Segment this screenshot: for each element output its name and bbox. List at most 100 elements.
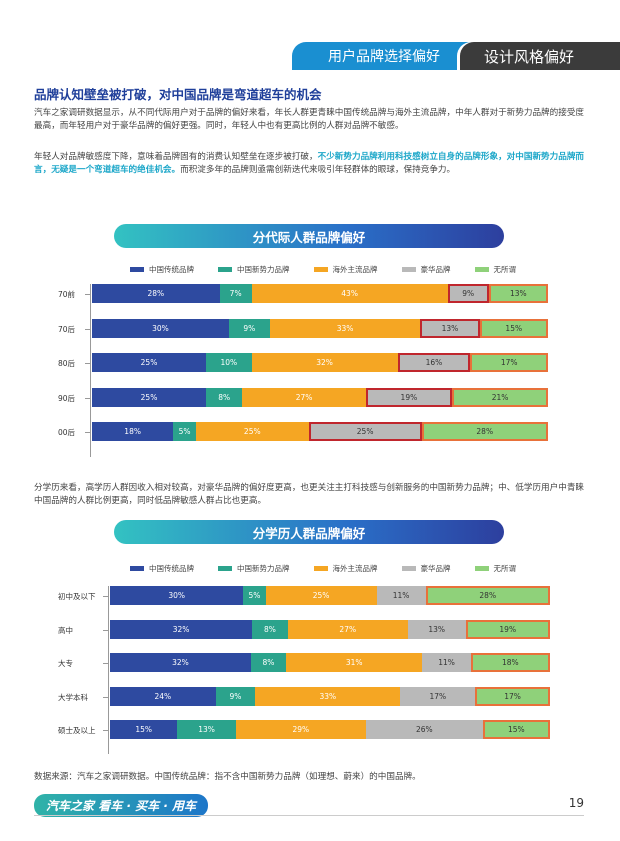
legend-label: 中国传统品牌 [149,564,194,573]
category-label: 大专 [58,659,73,668]
category-label: 90后 [58,393,76,403]
bar-segment-luxury: 11% [422,653,471,672]
axis-tick [103,663,108,664]
bar-segment-overseas: 29% [235,720,366,739]
legend-item: 中国传统品牌 [130,563,194,574]
bar-segment-none: 18% [470,653,550,672]
bar-segment-none: 17% [470,353,548,372]
footer-brand-bar: 汽车之家 看车 · 买车 · 用车 [34,794,209,817]
stacked-bar: 30% 5% 25% 11% 28% [110,586,550,605]
bar-segment-new-force: 10% [206,353,252,372]
bar-segment-luxury: 13% [407,619,466,639]
bar-segment-luxury: 9% [447,284,489,303]
stacked-bar: 28% 7% 43% 9% 13% [92,284,548,303]
axis-tick [85,363,90,364]
bar-segment-new-force: 13% [177,720,236,739]
bar-segment-new-force: 9% [228,318,270,338]
brand-name: 汽车之家 [46,799,95,813]
legend-swatch-none [474,267,489,272]
legend-swatch-new-force [218,566,232,571]
axis-tick [103,596,108,597]
tab-design-style[interactable]: 设计风格偏好 [460,42,620,70]
bar-segment-luxury: 16% [397,353,471,372]
legend-item: 豪华品牌 [401,264,451,275]
bar-segment-overseas: 25% [265,586,377,605]
paragraph-insight-highlight: 不少新势力品牌利用科技感树立自身的品牌形象，对中国新势力品牌而言，无疑是一个弯道… [34,152,585,175]
bar-segment-new-force: 9% [215,686,256,706]
legend-label: 中国新势力品牌 [237,265,290,274]
axis-tick [103,730,108,731]
chart-axis [108,586,109,754]
stacked-bar: 15% 13% 29% 26% 15% [110,720,550,739]
axis-tick [85,432,90,433]
category-label: 70前 [58,290,76,299]
bar-segment-none: 15% [479,318,548,338]
bar-segment-none: 17% [475,686,550,706]
brand-logo: 汽车之家 看车 · 买车 · 用车 [34,794,209,817]
stacked-bar: 30% 9% 33% 13% 15% [92,318,548,338]
legend-item: 中国新势力品牌 [218,563,290,574]
category-label: 初中及以下 [58,592,96,601]
axis-tick [103,629,108,631]
legend-swatch-traditional [130,267,144,272]
page-heading: 品牌认知壁垒被打破，对中国品牌是弯道超车的机会 [34,87,322,102]
chart1-title: 分代际人群品牌偏好 [114,224,504,248]
bar-segment-traditional: 25% [92,387,206,407]
bar-segment-new-force: 8% [250,653,286,672]
bar-segment-luxury: 17% [400,686,476,706]
legend-item: 海外主流品牌 [313,563,378,574]
category-label: 00后 [58,428,76,437]
bar-segment-overseas: 27% [242,387,366,407]
bar-segment-new-force: 5% [243,586,266,605]
bar-segment-new-force: 8% [252,619,288,639]
stacked-bar: 32% 8% 27% 13% 19% [110,619,550,639]
stacked-bar: 25% 8% 27% 19% 21% [92,387,548,407]
legend-label: 无所谓 [493,265,517,274]
chart-axis [90,284,91,457]
axis-tick [85,328,90,330]
bar-segment-overseas: 25% [195,422,309,441]
legend-swatch-none [474,566,489,571]
chart2-title: 分学历人群品牌偏好 [114,520,504,544]
legend-swatch-overseas [313,267,328,272]
stacked-bar: 32% 8% 31% 11% 18% [110,653,550,672]
bar-segment-overseas: 43% [251,284,448,303]
bar-segment-traditional: 32% [110,619,253,639]
bar-segment-traditional: 28% [92,284,220,303]
legend-swatch-traditional [130,566,144,571]
bar-segment-overseas: 33% [269,318,421,338]
tab-brand-preference[interactable]: 用户品牌选择偏好 [292,42,477,70]
section-tabs: 用户品牌选择偏好 设计风格偏好 [292,42,620,70]
bar-segment-traditional: 24% [110,686,216,706]
data-source-note: 数据来源：汽车之家调研数据。中国传统品牌：指不含中国新势力品牌（如理想、蔚来）的… [34,772,421,782]
legend-swatch-luxury [401,267,416,272]
legend-item: 海外主流品牌 [313,264,378,275]
legend-item: 豪华品牌 [401,563,451,574]
legend-item: 中国新势力品牌 [218,264,290,275]
brand-slogan: 看车 · 买车 · 用车 [98,799,197,813]
paragraph-intro: 汽车之家调研数据显示，从不同代际用户对于品牌的偏好来看，年长人群更青睐中国传统品… [34,108,585,131]
page-number: 19 [568,796,584,810]
legend-item: 中国传统品牌 [130,264,194,275]
bar-segment-new-force: 8% [206,387,243,407]
legend-label: 中国新势力品牌 [237,564,290,573]
bar-segment-none: 21% [452,387,548,407]
bar-segment-traditional: 25% [92,353,206,372]
chart1-legend: 中国传统品牌 中国新势力品牌 海外主流品牌 豪华品牌 无所谓 [130,264,540,275]
bar-segment-none: 28% [425,586,550,605]
legend-label: 豪华品牌 [420,265,451,274]
bar-segment-luxury: 19% [365,387,453,407]
legend-swatch-overseas [313,566,328,571]
stacked-bar: 24% 9% 33% 17% 17% [110,686,550,706]
stacked-bar: 25% 10% 32% 16% 17% [92,353,548,372]
bar-segment-luxury: 26% [365,720,483,739]
footer-divider [34,815,584,816]
bar-segment-none: 13% [488,284,548,303]
axis-tick [103,696,108,698]
legend-label: 中国传统品牌 [149,265,194,274]
paragraph-insight-a: 年轻人对品牌敏感度下降，意味着品牌固有的消费认知壁垒在逐步被打破， [34,152,318,162]
bar-segment-overseas: 32% [251,353,398,372]
bar-segment-none: 28% [421,422,548,441]
bar-segment-none: 15% [482,720,550,739]
bar-segment-overseas: 27% [287,619,408,639]
